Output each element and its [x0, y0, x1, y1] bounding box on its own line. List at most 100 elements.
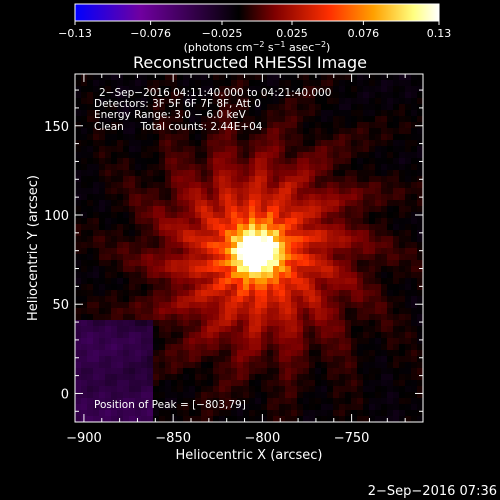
- heatmap-cell: [153, 98, 160, 105]
- heatmap-cell: [81, 122, 88, 129]
- heatmap-cell: [339, 86, 346, 93]
- heatmap-cell: [189, 338, 196, 345]
- heatmap-cell: [189, 146, 196, 153]
- heatmap-cell: [243, 242, 250, 249]
- heatmap-cell: [339, 98, 346, 105]
- heatmap-cell: [315, 128, 322, 135]
- heatmap-cell: [399, 74, 406, 81]
- heatmap-cell: [411, 368, 418, 375]
- heatmap-cell: [123, 368, 130, 375]
- heatmap-cell: [255, 332, 262, 339]
- heatmap-cell: [249, 92, 256, 99]
- heatmap-cell: [285, 344, 292, 351]
- heatmap-cell: [339, 362, 346, 369]
- heatmap-cell: [111, 110, 118, 117]
- heatmap-cell: [123, 110, 130, 117]
- heatmap-cell: [315, 134, 322, 141]
- heatmap-cell: [363, 218, 370, 225]
- heatmap-cell: [231, 308, 238, 315]
- heatmap-cell: [381, 158, 388, 165]
- heatmap-cell: [231, 218, 238, 225]
- heatmap-cell: [147, 272, 154, 279]
- heatmap-cell: [159, 74, 166, 81]
- heatmap-cell: [93, 416, 100, 422]
- heatmap-cell: [309, 404, 316, 411]
- heatmap-cell: [303, 236, 310, 243]
- heatmap-cell: [237, 356, 244, 363]
- heatmap-cell: [303, 128, 310, 135]
- heatmap-cell: [363, 182, 370, 189]
- heatmap-cell: [141, 212, 148, 219]
- heatmap-cell: [99, 320, 106, 327]
- heatmap-cell: [213, 218, 220, 225]
- heatmap-cell: [351, 74, 358, 81]
- heatmap-cell: [369, 170, 376, 177]
- heatmap-cell: [345, 188, 352, 195]
- heatmap-cell: [81, 80, 88, 87]
- heatmap-cell: [195, 140, 202, 147]
- heatmap-cell: [255, 74, 262, 81]
- heatmap-cell: [201, 416, 208, 422]
- heatmap-cell: [111, 86, 118, 93]
- heatmap-cell: [249, 374, 256, 381]
- heatmap-cell: [159, 254, 166, 261]
- heatmap-cell: [387, 314, 394, 321]
- heatmap-cell: [111, 266, 118, 273]
- heatmap-cell: [147, 224, 154, 231]
- heatmap-cell: [267, 386, 274, 393]
- heatmap-cell: [147, 86, 154, 93]
- heatmap-cell: [399, 338, 406, 345]
- heatmap-cell: [231, 338, 238, 345]
- heatmap-cell: [165, 398, 172, 405]
- heatmap-cell: [255, 158, 262, 165]
- heatmap-cell: [339, 356, 346, 363]
- heatmap-cell: [189, 200, 196, 207]
- heatmap-cell: [405, 308, 412, 315]
- heatmap-cell: [273, 392, 280, 399]
- heatmap-cell: [201, 194, 208, 201]
- heatmap-cell: [387, 92, 394, 99]
- heatmap-cell: [111, 170, 118, 177]
- heatmap-cell: [213, 116, 220, 123]
- heatmap-cell: [171, 200, 178, 207]
- heatmap-cell: [135, 260, 142, 267]
- heatmap-cell: [105, 110, 112, 117]
- heatmap-cell: [333, 410, 340, 417]
- heatmap-cell: [177, 224, 184, 231]
- heatmap-cell: [237, 116, 244, 123]
- heatmap-cell: [315, 164, 322, 171]
- heatmap-cell: [267, 218, 274, 225]
- heatmap-cell: [75, 98, 82, 105]
- heatmap-cell: [219, 374, 226, 381]
- heatmap-cell: [309, 74, 316, 81]
- heatmap-cell: [261, 140, 268, 147]
- heatmap-cell: [369, 392, 376, 399]
- heatmap-cell: [387, 296, 394, 303]
- heatmap-cell: [279, 332, 286, 339]
- heatmap-cell: [267, 272, 274, 279]
- heatmap-cell: [189, 416, 196, 422]
- heatmap-cell: [183, 386, 190, 393]
- heatmap-cell: [369, 248, 376, 255]
- heatmap-cell: [417, 188, 423, 195]
- heatmap-cell: [135, 86, 142, 93]
- heatmap-cell: [315, 374, 322, 381]
- heatmap-cell: [297, 194, 304, 201]
- heatmap-cell: [315, 110, 322, 117]
- heatmap-cell: [141, 260, 148, 267]
- heatmap-cell: [129, 314, 136, 321]
- heatmap-cell: [267, 224, 274, 231]
- heatmap-cell: [345, 320, 352, 327]
- heatmap-cell: [183, 230, 190, 237]
- heatmap-cell: [333, 320, 340, 327]
- heatmap-cell: [381, 248, 388, 255]
- heatmap-cell: [315, 368, 322, 375]
- heatmap-cell: [345, 194, 352, 201]
- peak-position-label: Position of Peak = [−803,79]: [94, 399, 246, 411]
- heatmap-cell: [237, 362, 244, 369]
- heatmap-cell: [279, 110, 286, 117]
- heatmap-cell: [315, 362, 322, 369]
- heatmap-cell: [75, 260, 82, 267]
- heatmap-cell: [147, 254, 154, 261]
- heatmap-cell: [381, 176, 388, 183]
